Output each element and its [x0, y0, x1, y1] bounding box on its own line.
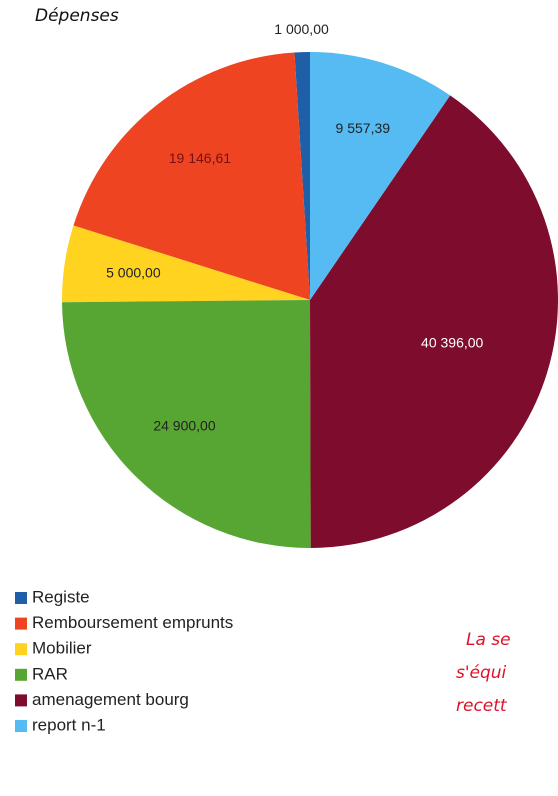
- legend-swatch: [15, 617, 27, 630]
- pie-slice: [310, 52, 451, 300]
- legend-label: Mobilier: [32, 639, 92, 658]
- data-label: 5 000,00: [106, 264, 161, 280]
- pie-slice: [294, 52, 310, 300]
- legend-label: RAR: [32, 664, 68, 683]
- legend-swatch: [15, 592, 27, 604]
- legend-label: Registe: [32, 587, 90, 606]
- legend-swatch: [15, 668, 27, 681]
- data-label: 19 146,61: [169, 150, 231, 166]
- annotation: recett: [456, 696, 508, 716]
- legend-swatch: [15, 720, 27, 732]
- legend-label: Remboursement emprunts: [32, 613, 233, 632]
- legend-label: amenagement bourg: [32, 690, 189, 709]
- data-label: 1 000,00: [274, 21, 329, 37]
- data-label: 9 557,39: [336, 120, 391, 136]
- legend-swatch: [15, 643, 27, 656]
- legend-swatch: [15, 694, 27, 707]
- legend-label: report n-1: [32, 715, 106, 734]
- annotation: s'équi: [456, 663, 507, 683]
- pie-slice: [73, 52, 310, 300]
- annotation: La se: [466, 630, 511, 650]
- chart-title: Dépenses: [35, 6, 119, 26]
- data-label: 40 396,00: [421, 335, 483, 351]
- data-label: 24 900,00: [153, 418, 215, 434]
- pie-slice: [62, 225, 310, 303]
- pie-slice: [62, 300, 311, 549]
- pie-slice: [310, 95, 558, 548]
